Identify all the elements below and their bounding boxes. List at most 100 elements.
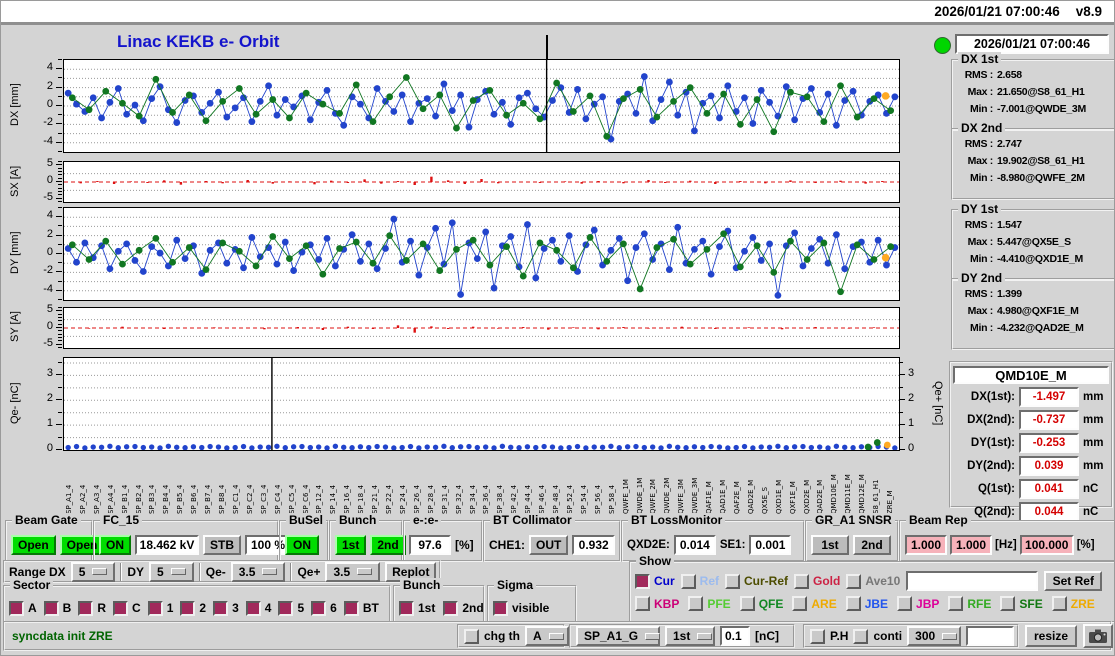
bunch-item-1st[interactable]: 1st [399,600,435,616]
sector-item-5[interactable]: 5 [278,600,304,616]
checkbox-icon[interactable] [725,573,741,589]
che1-label: CHE1: [489,537,526,552]
checkbox-icon[interactable] [311,600,327,616]
checkbox-icon[interactable] [443,600,459,616]
checkbox-icon[interactable] [278,600,294,616]
snsr-2nd-button[interactable]: 2nd [853,534,891,555]
checkbox-icon[interactable] [635,573,650,589]
checkbox-icon[interactable] [897,596,913,611]
sector-item-3[interactable]: 3 [213,600,239,616]
show-item-kbp[interactable]: KBP [635,596,679,611]
checkbox-icon[interactable] [948,596,964,611]
stat-min: Min : -8.980@QWFE_2M [970,172,1085,184]
chg-th-checkbox[interactable] [464,628,479,644]
show-item-jbe[interactable]: JBE [845,596,888,611]
conti-checkbox[interactable] [853,628,869,644]
x-axis-label: SP_B7_4 [205,484,213,514]
range-bar: Range DX 5 DY 5 Qe- 3.5 Qe+ 3.5 Replot [3,560,441,583]
axis-tick-label: 2 [908,392,915,405]
sector-item-1[interactable]: 1 [147,600,173,616]
show-item-qfe[interactable]: QFE [739,596,784,611]
fc15-on-button[interactable]: ON [99,534,131,555]
range-qe-minus-select[interactable]: 3.5 [230,561,286,582]
show-item-pfe[interactable]: PFE [688,596,731,611]
ref-name-input[interactable] [906,571,1039,591]
interval-input[interactable] [966,626,1015,646]
sector-item-bt[interactable]: BT [343,600,379,616]
show-item-rfe[interactable]: RFE [948,596,991,611]
axis-tick-label: -5 [43,190,53,203]
checkbox-icon[interactable] [147,600,163,616]
show-item-label: Ref [699,574,720,588]
checkbox-icon[interactable] [245,600,261,616]
group-label: GR_A1 SNSR [812,513,895,527]
threshold-input[interactable] [720,626,750,646]
checkbox-icon[interactable] [399,600,414,616]
checkbox-icon[interactable] [1000,596,1016,611]
chg-th-select[interactable]: A [525,626,569,646]
set-ref-button[interactable]: Set Ref [1044,571,1103,591]
bunch-2nd-button[interactable]: 2nd [370,534,406,555]
bunch-1st-button[interactable]: 1st [335,534,367,555]
replot-button[interactable]: Replot [385,561,437,582]
show-item-are[interactable]: ARE [792,596,837,611]
show-item-cur-ref[interactable]: Cur-Ref [725,573,788,589]
sector-item-a[interactable]: A [9,600,37,616]
checkbox-icon[interactable] [1051,596,1067,611]
checkbox-icon[interactable] [846,573,862,589]
bunch-item-2nd[interactable]: 2nd [443,600,484,616]
busel-on-button[interactable]: ON [285,534,319,555]
x-axis-label: SP_42_4 [511,484,519,514]
show-item-label: QFE [758,596,784,611]
monitor-value: -1.497 [1019,387,1079,407]
interval-select[interactable]: 300 [907,626,962,646]
checkbox-icon[interactable] [635,596,650,611]
checkbox-icon[interactable] [792,596,808,611]
show-item-ref[interactable]: Ref [680,573,720,589]
range-dx-select[interactable]: 5 [70,561,116,582]
resize-button[interactable]: resize [1025,625,1077,647]
checkbox-icon[interactable] [213,600,229,616]
range-qe-plus-select[interactable]: 3.5 [325,561,381,582]
snapshot-button[interactable] [1083,624,1113,648]
sp-bunch-select[interactable]: 1st [665,626,715,646]
sector-item-6[interactable]: 6 [311,600,337,616]
checkbox-icon[interactable] [739,596,755,611]
show-item-ave10[interactable]: Ave10 [846,573,900,589]
checkbox-icon[interactable] [845,596,861,611]
checkbox-icon[interactable] [794,573,810,589]
checkbox-icon[interactable] [9,600,24,616]
show-item-gold[interactable]: Gold [794,573,840,589]
sp-select[interactable]: SP_A1_G [576,626,661,646]
checkbox-icon[interactable] [343,600,359,616]
sigma-item-visible[interactable]: visible [493,600,549,616]
axis-minor-tick [58,194,62,196]
fc15-stb-button[interactable]: STB [203,534,241,555]
axis-minor-tick [58,114,62,116]
show-item-zre[interactable]: ZRE [1051,596,1095,611]
sector-item-c[interactable]: C [113,600,141,616]
range-dy-select[interactable]: 5 [149,561,194,582]
che1-out-button[interactable]: OUT [529,534,569,555]
sector-item-r[interactable]: R [78,600,106,616]
x-axis-label: SP_C6_4 [302,484,310,514]
sector-item-b[interactable]: B [43,600,71,616]
show-item-sfe[interactable]: SFE [1000,596,1043,611]
sector-item-4[interactable]: 4 [245,600,271,616]
checkbox-icon[interactable] [680,573,696,589]
show-item-jbp[interactable]: JBP [897,596,939,611]
checkbox-icon[interactable] [113,600,129,616]
snsr-1st-button[interactable]: 1st [811,534,849,555]
ph-checkbox[interactable] [810,628,825,644]
checkbox-icon[interactable] [180,600,196,616]
checkbox-icon[interactable] [688,596,704,611]
show-item-cur[interactable]: Cur [635,573,675,589]
checkbox-icon[interactable] [43,600,59,616]
beam-gate-open-1-button[interactable]: Open [11,534,56,555]
checkbox-icon[interactable] [78,600,94,616]
x-axis-labels: SP_A1_4 SP_A2_4 SP_A3_4 SP_A4_4 SP_B1_4 SP_B2… [1,451,1114,515]
sector-item-2[interactable]: 2 [180,600,206,616]
checkbox-icon[interactable] [493,600,508,616]
axis-tick [56,164,62,166]
x-axis-label: SP_A3_4 [93,484,101,514]
